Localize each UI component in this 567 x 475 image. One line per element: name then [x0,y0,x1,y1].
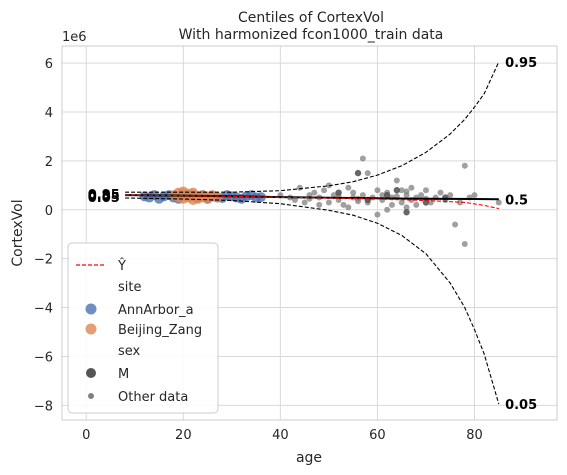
legend-beijing-label: Beijing_Zang [118,323,202,338]
other-data-point [345,184,352,191]
other-data-point [456,199,463,206]
y-tick-label: −4 [34,302,53,317]
other-data-point [364,170,371,177]
other-data-point [389,201,395,208]
other-data-point [355,198,362,205]
y-tick-labels: −8 −6 −4 −2 0 2 4 6 [34,57,53,414]
yhat-line [125,194,499,210]
legend-m-label: M [118,367,129,382]
y-tick-label: 4 [45,106,53,121]
y-tick-label: −2 [34,253,53,268]
plot-area-border [61,45,558,421]
m-point [383,191,391,199]
centile-line-0.05 [125,197,500,405]
legend-annarbor-marker [85,303,97,315]
other-data-point [495,199,502,206]
other-data-point [321,187,328,194]
legend-m-marker [86,368,96,378]
other-data-point [291,197,298,203]
other-data-point [418,192,425,199]
x-axis-label: age [296,450,322,466]
centile-label-left: 0.5 [88,190,111,205]
other-data-point [345,204,352,211]
x-tick-labels: 0 20 40 60 80 [82,428,483,443]
x-tick-label: 20 [175,428,192,443]
centile-label-left: 0.05 [88,191,120,206]
other-data-point [398,187,405,194]
y-tick-label: 2 [45,155,53,170]
centile-label-left: 0.95 [88,188,120,203]
centile-labels: 0.950.50.050.050.50.95 [88,56,537,413]
other-data-point [359,192,366,199]
beijing-point [212,192,223,203]
other-data-point [452,221,459,228]
chart-title: Centiles of CortexVol [238,10,384,26]
y-axis-label: CortexVol [10,199,26,266]
other-data-point [437,189,444,196]
legend-beijing-marker [85,323,97,335]
other-data-point [325,199,332,206]
centile-label-right: 0.95 [505,56,537,71]
legend-sex-header: sex [118,344,141,359]
series-lines [125,61,500,405]
other-data-point [384,206,391,213]
y-tick-label: −8 [34,399,53,414]
other-data-point [330,192,337,199]
legend-site-header: site [118,280,141,295]
other-data-point [422,187,429,194]
y-tick-label: 6 [45,57,53,72]
legend-other-label: Other data [118,390,188,405]
legend-annarbor-label: AnnArbor_a [118,303,194,318]
y-offset-label: 1e6 [62,30,87,45]
other-data-point [413,201,420,208]
other-data-point [403,188,410,195]
other-data-point [408,184,415,191]
other-data-point [296,184,303,191]
legend-other-marker [88,393,94,399]
x-tick-label: 80 [466,428,483,443]
scatter-m [335,169,449,216]
other-data-point [316,201,323,208]
x-tick-label: 0 [82,428,90,443]
legend-box [67,242,219,414]
other-data-point [447,192,454,199]
y-tick-label: −6 [34,350,53,365]
other-data-point [301,199,308,206]
centile-line-0.95 [125,61,500,193]
other-data-point [471,192,478,199]
plot-frame [61,45,558,421]
m-point [354,169,362,177]
legend: Ŷ site AnnArbor_a Beijing_Zang sex M Ot… [67,242,219,414]
centile-label-right: 0.5 [505,193,528,208]
centile-label-right: 0.05 [505,398,537,413]
chart-subtitle: With harmonized fcon1000_train data [179,27,444,43]
other-data-point [403,204,410,211]
other-data-point [461,241,468,247]
other-data-point [374,187,381,194]
other-data-point [393,177,400,184]
other-data-point [461,162,468,169]
m-point [393,187,401,194]
other-data-point [350,189,357,196]
y-tick-label: 0 [45,204,53,219]
other-data-point [359,155,366,162]
scatter-other [277,155,502,247]
m-point [403,209,410,216]
x-tick-label: 40 [272,428,289,443]
x-tick-label: 60 [369,428,386,443]
other-data-point [311,189,318,196]
m-point [335,189,342,196]
other-data-point [379,192,386,199]
other-data-point [398,199,405,206]
legend-yhat-label: Ŷ [117,258,126,274]
other-data-point [340,201,347,208]
other-data-point [374,211,381,218]
